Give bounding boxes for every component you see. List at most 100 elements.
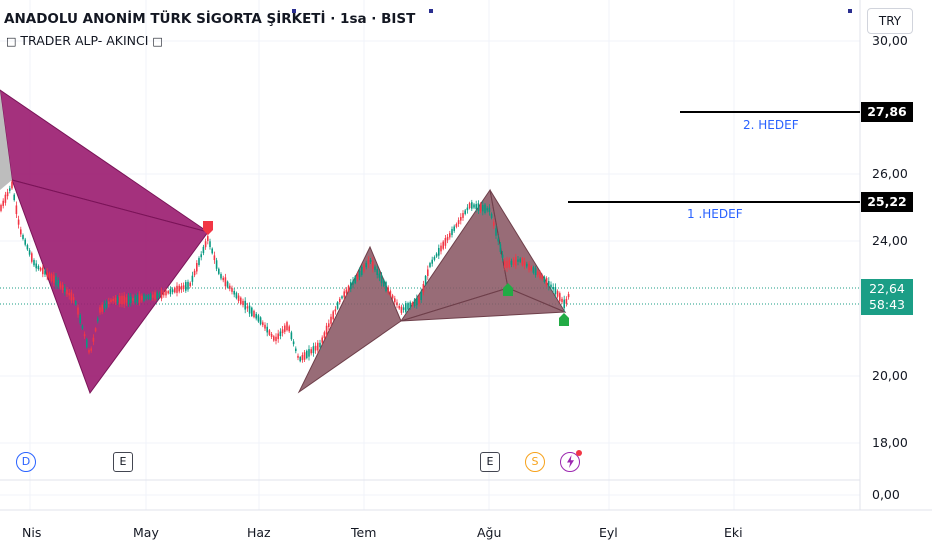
- candle-body: [79, 315, 81, 324]
- candle-body: [385, 282, 387, 292]
- candle-body: [143, 294, 145, 301]
- candle-body: [0, 204, 2, 211]
- candle-body: [147, 294, 150, 300]
- candle-body: [2, 200, 4, 206]
- chart-title[interactable]: ANADOLU ANONİM TÜRK SİGORTA ŞİRKETİ · 1s…: [4, 11, 416, 27]
- currency-button[interactable]: TRY: [867, 8, 913, 34]
- candle-body: [31, 253, 33, 262]
- candle-body: [237, 295, 240, 301]
- buy-signal-marker: [503, 283, 513, 296]
- candle-body: [510, 260, 513, 265]
- candle-body: [121, 295, 123, 305]
- candle-body: [64, 287, 66, 292]
- candle-body: [196, 263, 198, 272]
- candle-body: [53, 275, 55, 283]
- split-event-icon[interactable]: S: [525, 452, 545, 472]
- candle-body: [259, 317, 262, 325]
- candle-body: [453, 226, 455, 231]
- earnings-event-icon[interactable]: E: [113, 452, 133, 472]
- candle-body: [6, 192, 9, 197]
- candle-body: [193, 270, 196, 276]
- candle-body: [526, 263, 528, 267]
- candle-body: [242, 300, 244, 306]
- chart-marker-dot: [429, 9, 433, 13]
- candle-body: [405, 303, 407, 312]
- target1-label: 1 .HEDEF: [687, 207, 743, 221]
- candle-body: [550, 284, 552, 288]
- candle-body: [554, 287, 557, 295]
- candle-body: [424, 275, 427, 285]
- pattern-left-gray-wedge: [0, 90, 12, 190]
- candle-body: [50, 273, 53, 282]
- candle-body: [167, 291, 169, 294]
- chart-marker-dot: [848, 9, 852, 13]
- candle-body: [479, 204, 482, 212]
- candle-body: [402, 307, 405, 310]
- candle-body: [512, 259, 515, 265]
- candle-body: [400, 306, 403, 313]
- candle-body: [202, 246, 205, 254]
- candle-body: [57, 279, 59, 287]
- candle-body: [286, 322, 288, 331]
- candle-body: [466, 207, 469, 211]
- candle-body: [451, 229, 453, 235]
- candle-body: [440, 245, 442, 252]
- lightning-icon[interactable]: [560, 450, 582, 472]
- candle-body: [486, 208, 488, 211]
- dividend-event-icon[interactable]: D: [16, 452, 36, 472]
- candle-body: [545, 278, 548, 286]
- candle-body: [72, 297, 75, 301]
- candle-body: [435, 253, 438, 257]
- candle-body: [26, 245, 29, 250]
- candle-body: [35, 263, 37, 269]
- candle-body: [207, 236, 209, 241]
- candle-body: [495, 228, 497, 236]
- candle-body: [253, 310, 255, 318]
- candle-body: [277, 333, 279, 340]
- candle-body: [86, 339, 88, 348]
- candle-body: [262, 322, 264, 326]
- candle-body: [317, 342, 319, 351]
- candle-body: [248, 305, 251, 314]
- candle-body: [213, 255, 216, 261]
- candle-body: [39, 267, 42, 271]
- candle-body: [534, 268, 537, 276]
- y-tick: 24,00: [872, 233, 908, 248]
- candle-body: [457, 220, 460, 225]
- candle-body: [92, 337, 95, 342]
- x-tick: Eyl: [599, 525, 618, 540]
- candle-body: [231, 288, 233, 292]
- candle-body: [548, 281, 550, 287]
- candle-body: [391, 295, 394, 299]
- candle-body: [116, 297, 119, 303]
- candle-body: [468, 203, 471, 209]
- buy-signal-marker: [559, 313, 569, 326]
- x-tick: Nis: [22, 525, 42, 540]
- candle-body: [233, 290, 235, 295]
- candle-body: [567, 294, 570, 298]
- x-tick: Eki: [724, 525, 743, 540]
- candle-body: [528, 263, 530, 270]
- x-tick: May: [133, 525, 159, 540]
- candle-body: [103, 304, 106, 309]
- candle-body: [407, 303, 409, 310]
- candle-body: [165, 290, 167, 296]
- candle-body: [369, 259, 372, 263]
- candle-body: [101, 304, 103, 312]
- candle-body: [295, 348, 297, 352]
- x-tick: Tem: [351, 525, 377, 540]
- candle-body: [398, 305, 400, 309]
- candle-body: [422, 284, 425, 293]
- indicator-legend[interactable]: □ TRADER ALP- AKINCI □: [6, 33, 163, 48]
- chart-marker-dot: [292, 9, 296, 13]
- candle-body: [244, 300, 246, 310]
- candle-body: [328, 323, 330, 328]
- y-tick: 30,00: [872, 33, 908, 48]
- candle-body: [163, 292, 165, 296]
- candle-body: [59, 283, 62, 288]
- candle-body: [543, 276, 546, 282]
- candle-body: [449, 233, 451, 238]
- candle-body: [4, 194, 7, 203]
- earnings-event-icon[interactable]: E: [480, 452, 500, 472]
